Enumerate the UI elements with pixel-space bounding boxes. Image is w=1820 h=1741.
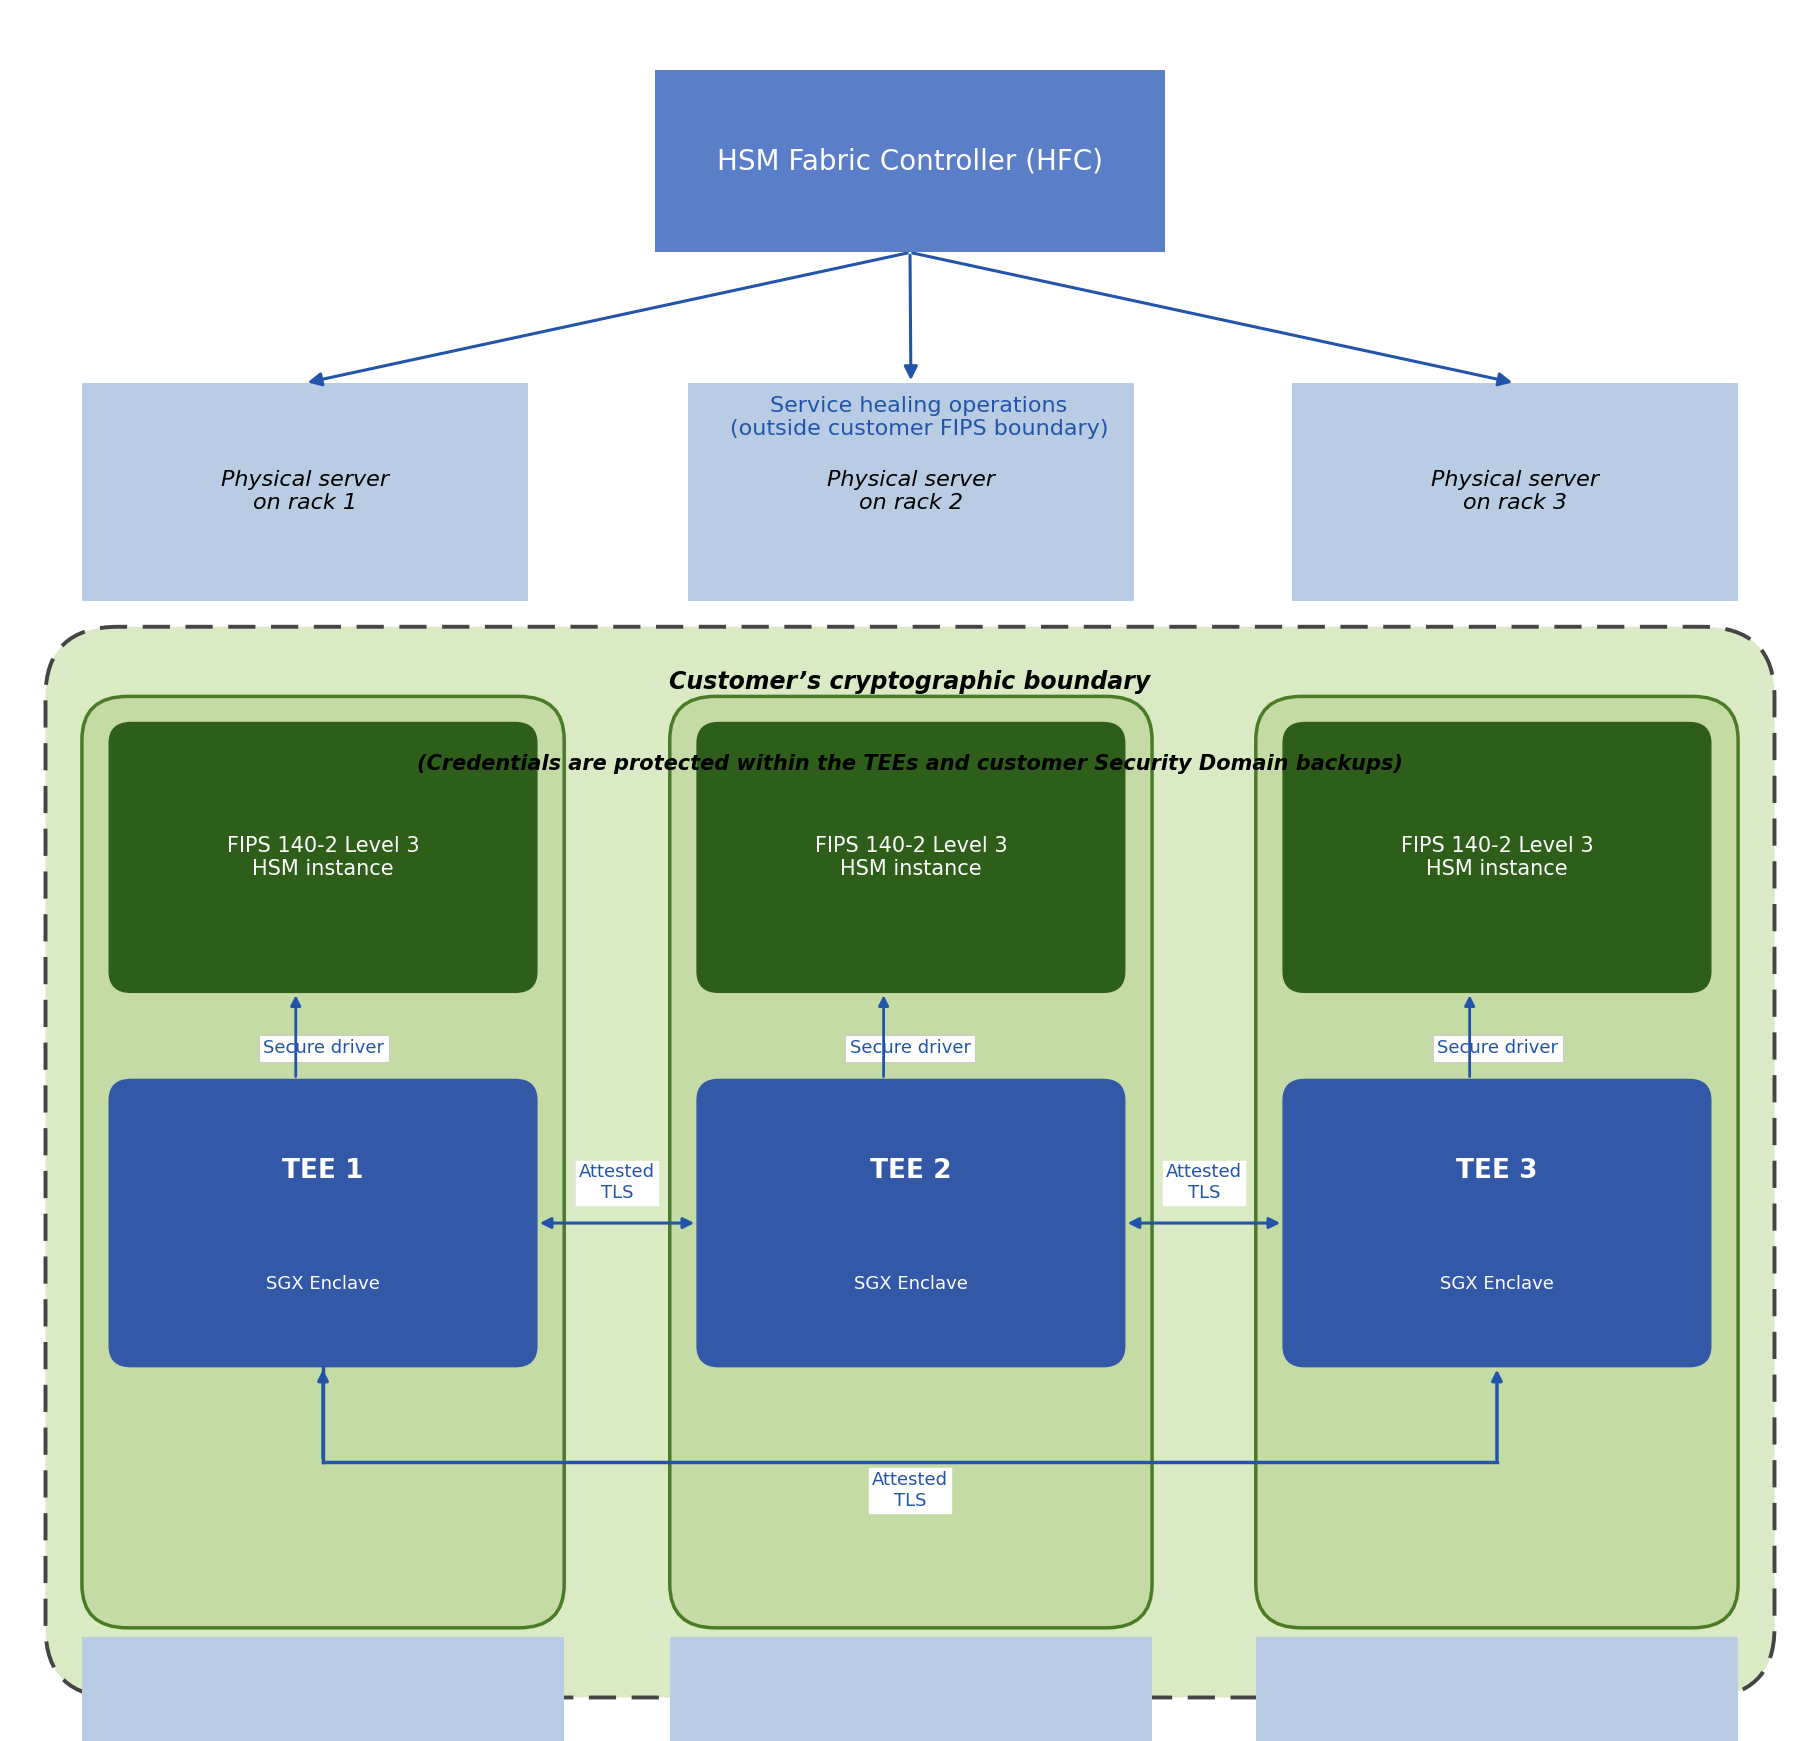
Bar bbox=[655, 70, 1165, 252]
Text: Customer’s cryptographic boundary: Customer’s cryptographic boundary bbox=[670, 670, 1150, 695]
FancyBboxPatch shape bbox=[697, 1079, 1125, 1367]
Bar bbox=[1256, 1637, 1738, 1741]
Bar bbox=[670, 1637, 1152, 1741]
FancyBboxPatch shape bbox=[82, 696, 564, 1628]
Bar bbox=[82, 1637, 564, 1741]
FancyBboxPatch shape bbox=[1283, 1079, 1711, 1367]
FancyBboxPatch shape bbox=[109, 1079, 537, 1367]
Text: (Credentials are protected within the TEEs and customer Security Domain backups): (Credentials are protected within the TE… bbox=[417, 754, 1403, 773]
Text: Secure driver: Secure driver bbox=[850, 1039, 970, 1057]
Text: TEE 1: TEE 1 bbox=[282, 1158, 364, 1184]
Text: SGX Enclave: SGX Enclave bbox=[266, 1274, 380, 1294]
FancyBboxPatch shape bbox=[670, 696, 1152, 1628]
FancyBboxPatch shape bbox=[1256, 696, 1738, 1628]
Text: SGX Enclave: SGX Enclave bbox=[854, 1274, 968, 1294]
Text: Attested
TLS: Attested TLS bbox=[579, 1163, 655, 1201]
Bar bbox=[688, 383, 1134, 601]
Text: Physical server
on rack 3: Physical server on rack 3 bbox=[1431, 470, 1600, 514]
Text: Attested
TLS: Attested TLS bbox=[872, 1471, 948, 1509]
FancyBboxPatch shape bbox=[46, 627, 1774, 1697]
Text: Physical server
on rack 2: Physical server on rack 2 bbox=[826, 470, 996, 514]
Text: Attested
TLS: Attested TLS bbox=[1167, 1163, 1241, 1201]
Text: Secure driver: Secure driver bbox=[264, 1039, 384, 1057]
Text: SGX Enclave: SGX Enclave bbox=[1440, 1274, 1554, 1294]
Text: TEE 2: TEE 2 bbox=[870, 1158, 952, 1184]
Bar bbox=[82, 383, 528, 601]
Text: Physical server
on rack 1: Physical server on rack 1 bbox=[220, 470, 389, 514]
FancyBboxPatch shape bbox=[109, 723, 537, 992]
Text: TEE 3: TEE 3 bbox=[1456, 1158, 1538, 1184]
Text: FIPS 140-2 Level 3
HSM instance: FIPS 140-2 Level 3 HSM instance bbox=[815, 836, 1006, 879]
Bar bbox=[1292, 383, 1738, 601]
Text: FIPS 140-2 Level 3
HSM instance: FIPS 140-2 Level 3 HSM instance bbox=[228, 836, 419, 879]
Text: HSM Fabric Controller (HFC): HSM Fabric Controller (HFC) bbox=[717, 146, 1103, 176]
Text: Secure driver: Secure driver bbox=[1438, 1039, 1558, 1057]
Text: Service healing operations
(outside customer FIPS boundary): Service healing operations (outside cust… bbox=[730, 397, 1108, 439]
FancyBboxPatch shape bbox=[1283, 723, 1711, 992]
Text: FIPS 140-2 Level 3
HSM instance: FIPS 140-2 Level 3 HSM instance bbox=[1401, 836, 1592, 879]
FancyBboxPatch shape bbox=[697, 723, 1125, 992]
